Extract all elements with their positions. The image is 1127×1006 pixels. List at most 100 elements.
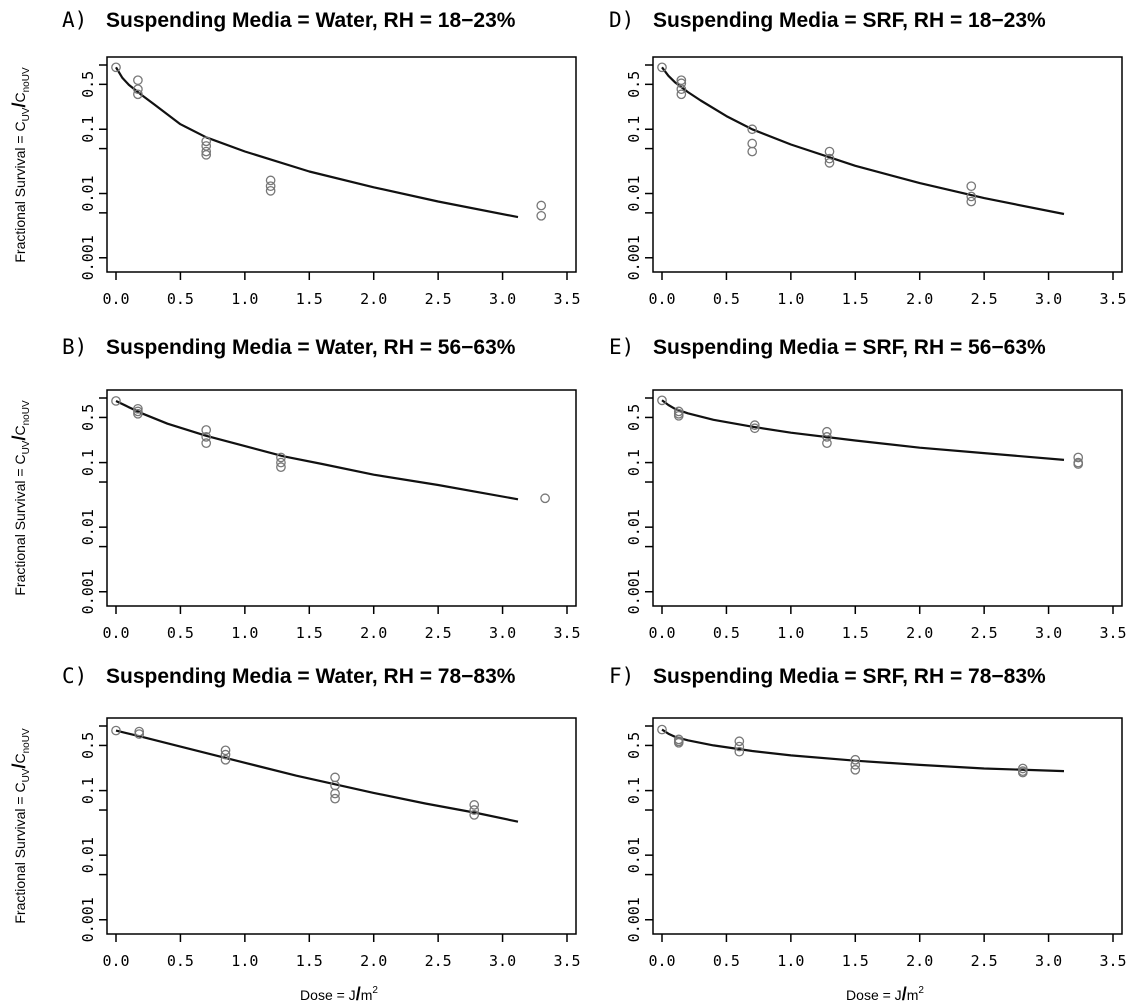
y-tick-label: 0.01 bbox=[79, 175, 97, 211]
panel-title: Suspending Media = SRF, RH = 56−63% bbox=[653, 336, 1046, 359]
data-point bbox=[265, 186, 276, 196]
x-tick-label: 1.0 bbox=[231, 952, 258, 970]
data-point bbox=[734, 746, 745, 757]
x-tick-label: 0.0 bbox=[648, 624, 675, 642]
data-point bbox=[265, 175, 276, 186]
data-point bbox=[220, 754, 231, 765]
data-point bbox=[747, 124, 758, 135]
fit-curve bbox=[115, 729, 519, 823]
fit-curve bbox=[661, 728, 1065, 773]
panel-title: Suspending Media = SRF, RH = 78−83% bbox=[653, 665, 1046, 688]
data-point bbox=[536, 200, 547, 211]
data-point bbox=[1017, 767, 1028, 778]
x-tick-label: 0.5 bbox=[167, 952, 194, 970]
data-point bbox=[201, 149, 212, 160]
data-point bbox=[966, 181, 977, 192]
data-point bbox=[676, 78, 687, 89]
y-tick-label: 0.1 bbox=[79, 777, 97, 804]
panel-title: Suspending Media = Water, RH = 78−83% bbox=[106, 665, 516, 688]
x-tick-label: 3.5 bbox=[1099, 624, 1126, 642]
y-tick-label: 0.1 bbox=[625, 777, 643, 804]
x-tick-label: 2.5 bbox=[425, 624, 452, 642]
y-axis-label: Fractional Survival = CUV/CnoUV bbox=[9, 400, 32, 596]
panel-letter: D) bbox=[609, 8, 634, 32]
data-point bbox=[540, 493, 550, 504]
panel-a: A) Suspending Media = Water, RH = 18−23% 0… bbox=[62, 8, 581, 308]
data-point bbox=[201, 136, 212, 147]
y-tick-label: 0.5 bbox=[625, 404, 643, 431]
panel-letter: B) bbox=[62, 335, 87, 359]
y-tick-label: 0.5 bbox=[79, 71, 97, 98]
y-tick-label: 0.5 bbox=[79, 732, 97, 759]
x-tick-label: 1.5 bbox=[842, 290, 869, 308]
data-point bbox=[469, 800, 480, 810]
data-point bbox=[469, 805, 480, 815]
x-tick-label: 0.5 bbox=[167, 624, 194, 642]
x-tick-label: 1.0 bbox=[231, 290, 258, 308]
data-point bbox=[201, 432, 212, 442]
fit-curve bbox=[115, 400, 519, 501]
data-point bbox=[201, 146, 212, 157]
x-tick-label: 1.0 bbox=[777, 952, 804, 970]
x-tick-label: 1.5 bbox=[842, 624, 869, 642]
plot-frame bbox=[106, 389, 577, 607]
x-tick-label: 1.5 bbox=[296, 624, 323, 642]
x-axis-label: Dose = J/m2 bbox=[846, 984, 924, 1004]
plot-frame bbox=[652, 389, 1123, 607]
x-tick-label: 1.0 bbox=[231, 624, 258, 642]
x-tick-label: 0.0 bbox=[102, 952, 129, 970]
fit-curve bbox=[661, 399, 1065, 461]
data-point bbox=[734, 741, 745, 752]
x-tick-label: 0.5 bbox=[167, 290, 194, 308]
y-tick-label: 0.001 bbox=[625, 569, 643, 614]
data-point bbox=[822, 426, 832, 437]
data-point bbox=[265, 181, 276, 192]
panel-title: Suspending Media = Water, RH = 18−23% bbox=[106, 9, 516, 32]
x-tick-label: 1.5 bbox=[296, 952, 323, 970]
data-point bbox=[1073, 452, 1084, 463]
data-point bbox=[330, 793, 340, 804]
x-tick-label: 2.5 bbox=[971, 952, 998, 970]
data-point bbox=[966, 196, 977, 207]
x-tick-label: 3.5 bbox=[1099, 290, 1126, 308]
data-point bbox=[111, 725, 121, 736]
data-point bbox=[134, 726, 145, 737]
panel-title: Suspending Media = Water, RH = 56−63% bbox=[106, 336, 516, 359]
x-tick-label: 2.0 bbox=[360, 952, 387, 970]
data-point bbox=[1017, 763, 1028, 774]
data-point bbox=[220, 745, 231, 756]
x-tick-label: 2.0 bbox=[906, 624, 933, 642]
data-point bbox=[673, 410, 684, 421]
x-tick-label: 2.0 bbox=[906, 952, 933, 970]
data-point bbox=[657, 395, 667, 406]
panel-letter: F) bbox=[609, 664, 634, 688]
x-tick-label: 3.5 bbox=[1099, 952, 1126, 970]
x-axis-label: Dose = J/m2 bbox=[300, 984, 378, 1004]
x-tick-label: 2.5 bbox=[971, 290, 998, 308]
data-point bbox=[133, 403, 143, 414]
x-tick-label: 0.0 bbox=[102, 290, 129, 308]
panel-c: C) Suspending Media = Water, RH = 78−83% 0… bbox=[62, 664, 581, 970]
data-point bbox=[673, 737, 684, 748]
data-point bbox=[749, 420, 760, 430]
plot-frame bbox=[652, 717, 1123, 935]
fit-curve bbox=[115, 66, 519, 219]
y-tick-label: 0.01 bbox=[79, 509, 97, 545]
x-tick-label: 3.0 bbox=[489, 290, 516, 308]
data-point bbox=[276, 452, 286, 463]
plot-frame bbox=[106, 56, 577, 273]
data-point bbox=[330, 788, 340, 799]
y-tick-label: 0.01 bbox=[625, 175, 643, 211]
y-axis-label: Fractional Survival = CUV/CnoUV bbox=[9, 728, 32, 924]
x-tick-label: 3.0 bbox=[1035, 952, 1062, 970]
data-point bbox=[133, 89, 143, 100]
x-tick-label: 2.5 bbox=[425, 290, 452, 308]
data-point bbox=[536, 210, 547, 221]
panel-letter: E) bbox=[609, 335, 634, 359]
plot-frame bbox=[106, 717, 577, 935]
y-tick-label: 0.1 bbox=[625, 116, 643, 143]
data-point bbox=[676, 84, 687, 95]
x-tick-label: 0.0 bbox=[648, 952, 675, 970]
x-tick-label: 2.5 bbox=[425, 952, 452, 970]
